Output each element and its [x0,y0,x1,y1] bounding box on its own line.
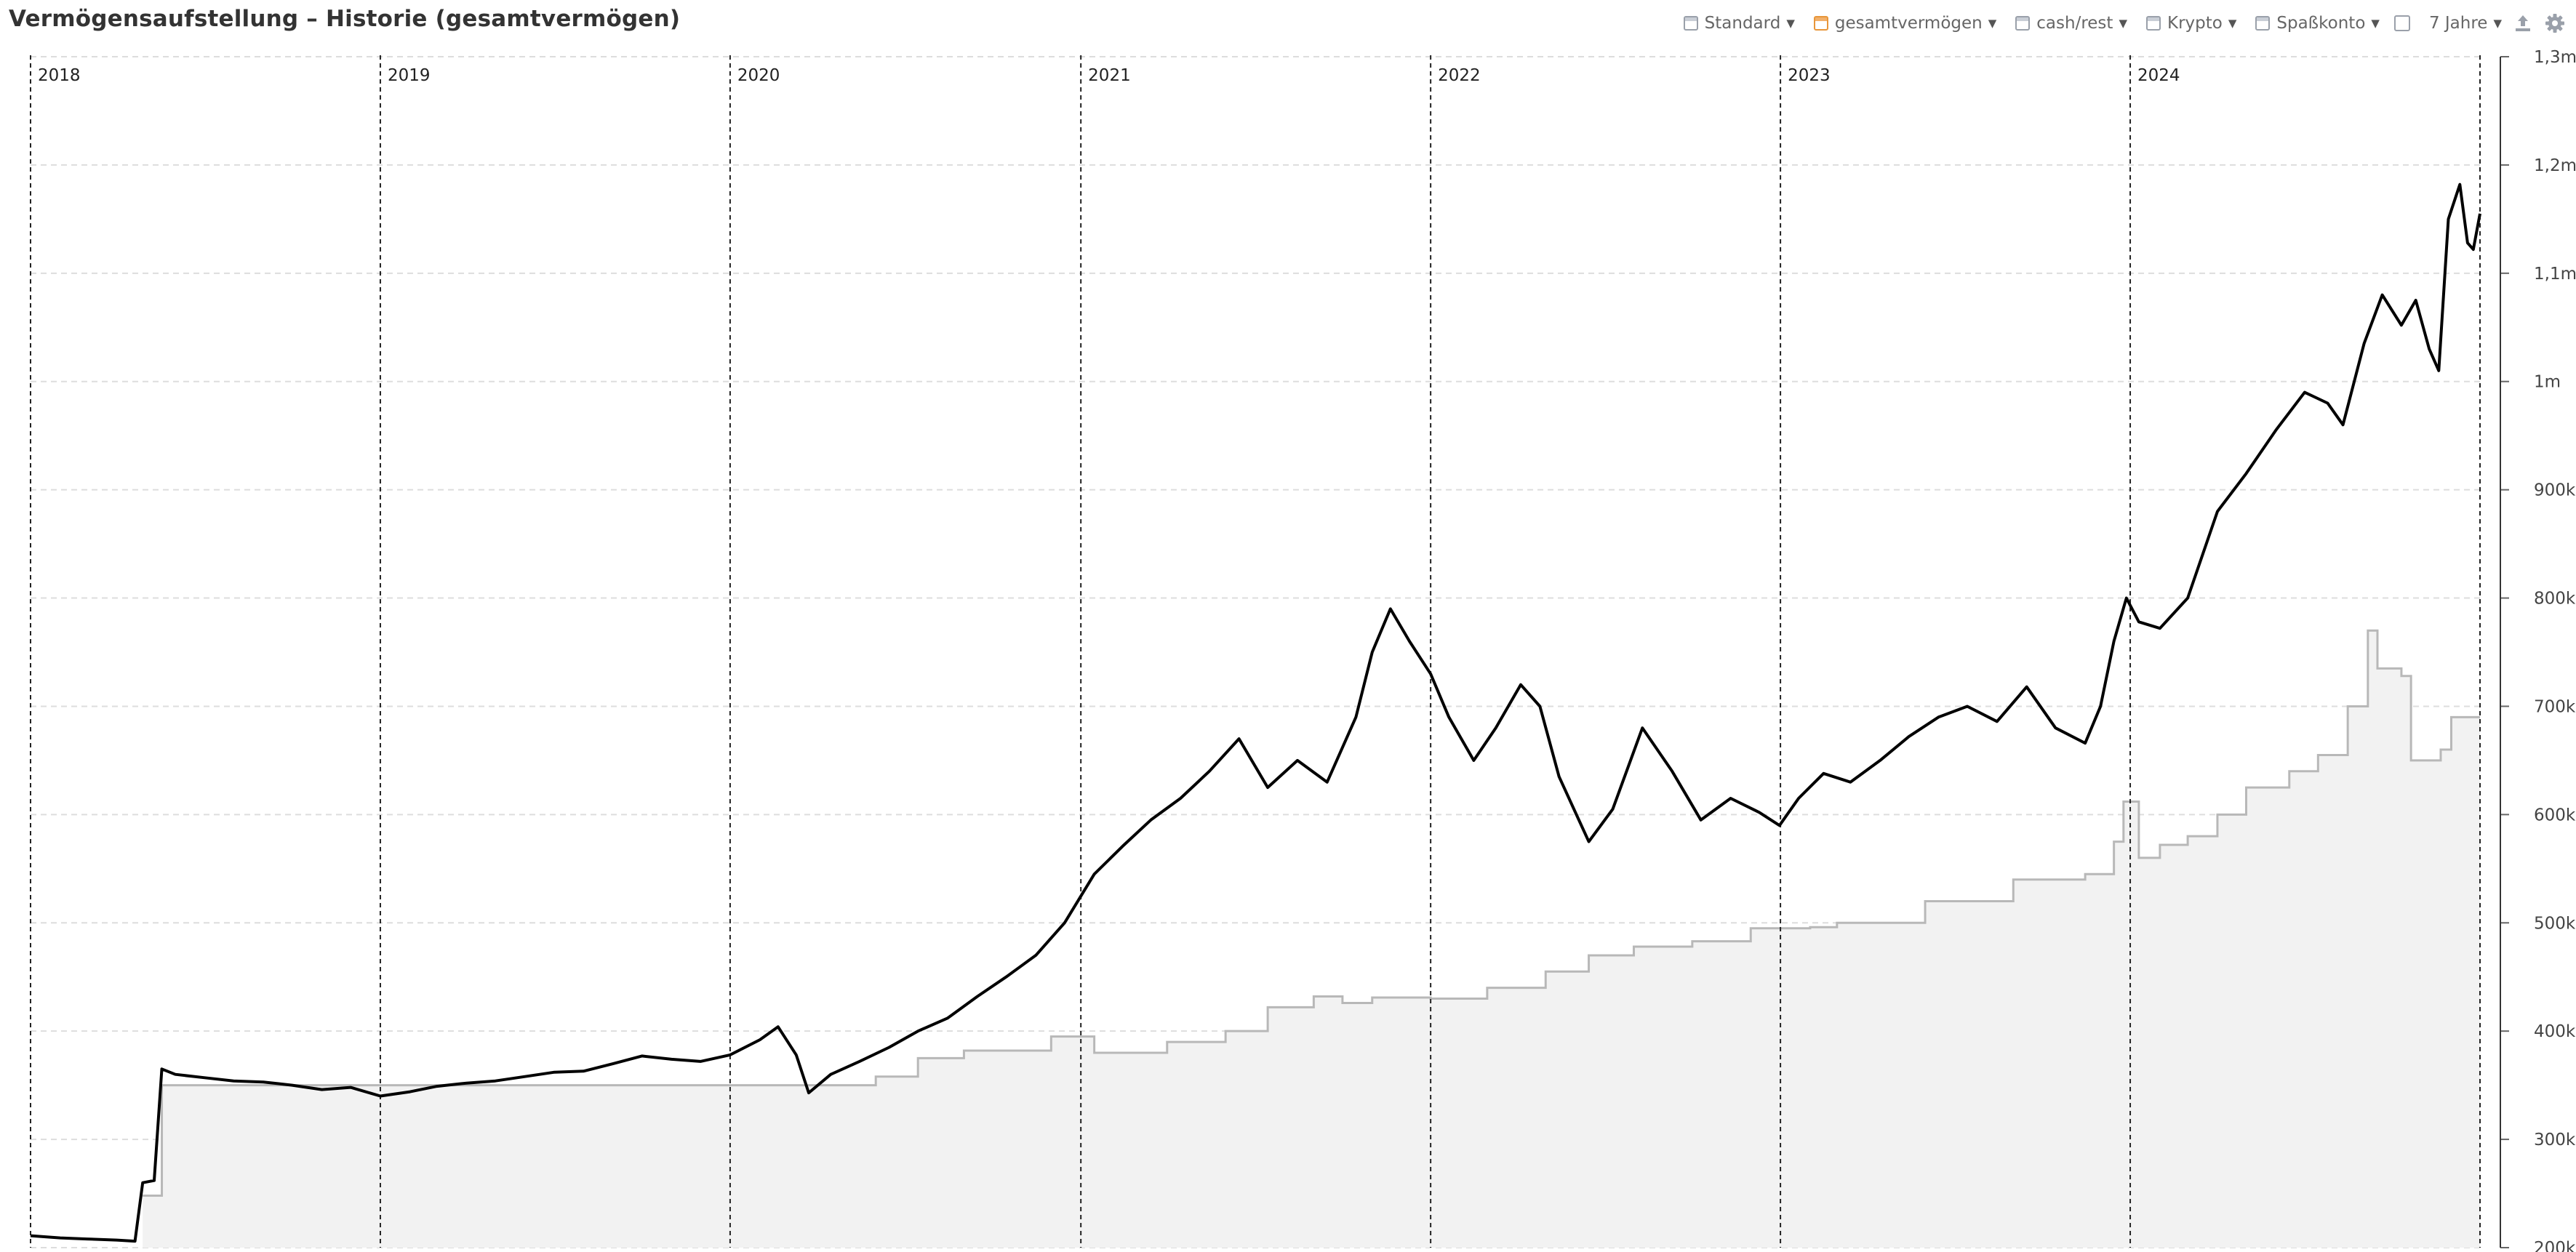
toggle-label: Standard [1704,14,1781,33]
caret-down-icon[interactable]: ▼ [1988,17,1997,30]
toggle-krypto[interactable]: Krypto ▼ [2145,14,2237,33]
toggle-label: gesamtvermögen [1834,14,1983,33]
range-label: 7 Jahre [2428,14,2488,33]
expand-icon[interactable] [2393,15,2410,31]
x-tick-label: 2019 [388,66,431,85]
y-tick-label: 800k [2534,590,2576,609]
toggle-label: Krypto [2167,14,2223,33]
invested-line [143,629,2480,1197]
y-tick-label: 1,3m [2534,48,2576,67]
y-tick-label: 500k [2534,914,2576,933]
y-tick-label: 300k [2534,1131,2576,1149]
checkbox-icon [1683,16,1698,31]
y-tick-label: 1m [2534,373,2561,392]
x-tick-label: 2022 [1438,66,1481,85]
wealth-line [30,182,2481,1243]
caret-down-icon[interactable]: ▼ [1786,17,1795,30]
caret-down-icon[interactable]: ▼ [2228,17,2237,30]
y-tick-label: 200k [2534,1239,2576,1252]
toggle-spasskonto[interactable]: Spaßkonto ▼ [2255,14,2380,33]
gear-icon[interactable] [2544,12,2566,34]
chart-header: Vermögensaufstellung – Historie (gesamtv… [0,0,2576,47]
checkbox-icon [2255,16,2271,31]
toggle-standard[interactable]: Standard ▼ [1683,14,1795,33]
invested-area [143,629,2481,1248]
caret-down-icon[interactable]: ▼ [2119,17,2127,30]
x-tick-label: 2021 [1088,66,1131,85]
y-tick-label: 700k [2534,697,2576,716]
gear-icon-svg [2545,14,2564,33]
export-icon[interactable] [2512,12,2534,34]
invested-area-fill [143,630,2481,1248]
x-tick-label: 2020 [737,66,780,85]
toggle-cash-rest[interactable]: cash/rest ▼ [2015,14,2127,33]
x-tick-label: 2018 [38,66,81,85]
y-tick-label: 400k [2534,1022,2576,1041]
range-selector[interactable]: 7 Jahre ▼ [2429,14,2502,33]
year-markers: 2018 2019 2020 2021 2022 2023 2024 [30,55,2481,1248]
caret-down-icon[interactable]: ▼ [2371,17,2380,30]
export-icon-svg [2516,15,2530,31]
x-tick-label: 2024 [2137,66,2180,85]
toggle-label: cash/rest [2036,14,2113,33]
y-tick-label: 600k [2534,806,2576,824]
checkbox-icon [1813,16,1828,31]
y-tick-label: 1,2m [2534,156,2576,175]
checkbox-icon [2145,16,2161,31]
toggle-gesamtvermoegen[interactable]: gesamtvermögen ▼ [1813,14,1997,33]
chart-title: Vermögensaufstellung – Historie (gesamtv… [9,6,681,32]
checkbox-icon [2015,16,2031,31]
y-tick-label: 900k [2534,481,2576,500]
y-axis: 200k 300k 400k 500k 600k 700k 800k 900k 1m 1,1m 1,… [2500,48,2576,1252]
chart-toolbar: Standard ▼ gesamtvermögen ▼ cash/rest ▼ … [1665,7,2566,39]
caret-down-icon: ▼ [2493,17,2502,30]
wealth-series-line [30,182,2481,1243]
x-tick-label: 2023 [1788,66,1831,85]
y-tick-label: 1,1m [2534,265,2576,284]
toggle-label: Spaßkonto [2276,14,2366,33]
